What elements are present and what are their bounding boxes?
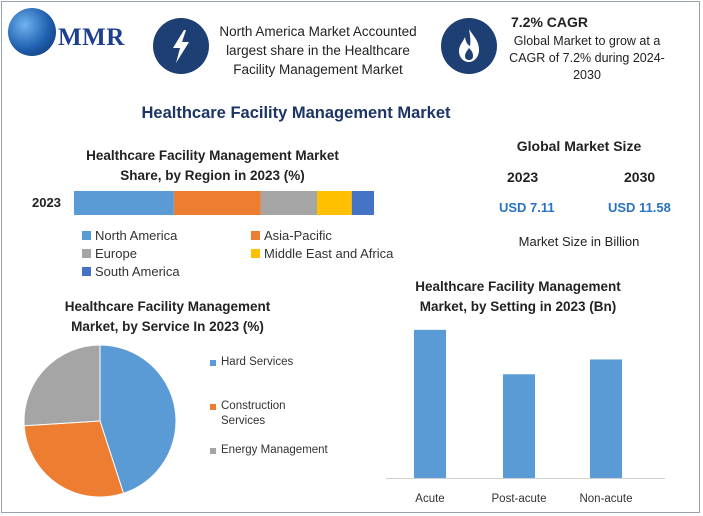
year-2023-label: 2023 [507,169,539,185]
bar-segment-north-america [74,191,174,215]
value-2030: USD 11.58 [608,200,671,215]
bar-non-acute [590,359,622,478]
bar-segment-asia-pacific [173,191,261,215]
logo-text: MMR [58,24,125,51]
legend-swatch [82,249,91,258]
bar-post-acute [503,374,535,478]
legend-swatch [251,231,260,240]
note-line: North America Market Accounted [219,24,417,39]
legend-label: Middle East and Africa [264,246,394,261]
north-america-note: North America Market Accounted largest s… [208,22,428,79]
title-line: Share, by Region in 2023 (%) [120,168,305,183]
setting-bar-chart: Acute Post-acute Non-acute [386,329,665,505]
note-line: largest share in the Healthcare [226,43,410,58]
cagr-line: CAGR of 7.2% during 2024- [509,51,665,65]
bar-acute [414,329,446,478]
title-line: Healthcare Facility Management [64,299,271,314]
note-line: Facility Management Market [233,62,403,77]
region-chart-title: Healthcare Facility Management Market Sh… [60,146,365,186]
legend-swatch [210,448,216,454]
legend-north-america: North America [82,228,177,243]
legend-swatch [210,404,216,410]
legend-label: Energy Management [221,444,328,456]
globe-icon [8,8,56,56]
legend-south-america: South America [82,264,180,279]
legend-label: Europe [95,246,137,261]
cagr-note: Global Market to grow at a CAGR of 7.2% … [504,33,670,84]
x-tick-label: Non-acute [579,493,632,505]
setting-chart-title: Healthcare Facility Management Market, b… [384,277,652,317]
pie-slice-construction-services [23,420,125,498]
bar-segment-south-america [351,191,374,215]
legend-label: Hard Services [221,356,294,368]
value-2023: USD 7.11 [499,200,555,215]
legend-label: South America [95,264,180,279]
year-2030-label: 2030 [624,169,656,185]
bar-segment-europe [260,191,317,215]
legend-label: Construction [221,400,286,412]
pie-slice-hard-services [99,344,177,494]
legend-label: Services [221,415,266,427]
legend-europe: Europe [82,246,137,261]
legend-swatch [251,249,260,258]
legend-label: Asia-Pacific [264,228,332,243]
title-line: Healthcare Facility Management Market [86,148,339,163]
x-tick-label: Post-acute [492,493,547,505]
lightning-icon [153,18,209,74]
legend-swatch [82,267,91,276]
legend-label: North America [95,228,178,243]
pie-legend-energy-management: Energy Management [210,443,350,458]
main-title: Healthcare Facility Management Market [141,104,451,122]
bar-segment-middle-east-and-africa [317,191,352,215]
legend-swatch [82,231,91,240]
legend-swatch [210,360,216,366]
market-size-unit-note: Market Size in Billion [518,234,640,249]
legend-middle-east-africa: Middle East and Africa [251,246,393,261]
global-market-title: Global Market Size [516,138,642,154]
cagr-line: Global Market to grow at a [513,34,661,48]
cagr-title: 7.2% CAGR [511,14,589,30]
x-tick-label: Acute [415,493,444,505]
cagr-line: 2030 [573,68,601,82]
title-line: Market, by Setting in 2023 (Bn) [419,299,617,314]
pie-legend-hard-services: Hard Services [210,355,350,370]
pie-slice-energy-management [23,344,101,427]
title-line: Market, by Service In 2023 (%) [71,319,264,334]
title-line: Healthcare Facility Management [415,279,621,294]
legend-asia-pacific: Asia-Pacific [251,228,332,243]
service-chart-title: Healthcare Facility Management Market, b… [40,297,295,337]
flame-icon [441,18,497,74]
service-pie-chart [23,344,177,498]
region-bar-year-label: 2023 [32,195,61,210]
pie-legend-construction-services: Construction Services [210,399,350,429]
region-stacked-bar [74,191,374,215]
